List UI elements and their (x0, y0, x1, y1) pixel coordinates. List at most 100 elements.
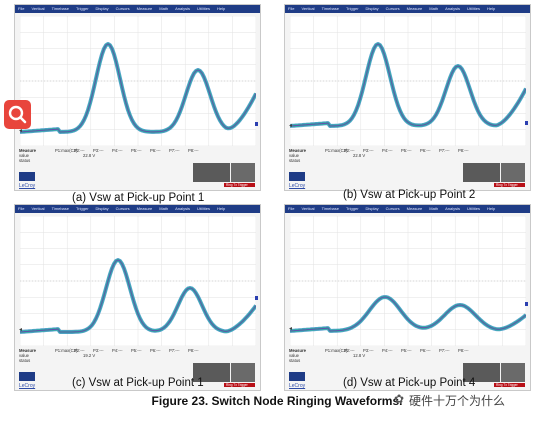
menu-item[interactable]: Help (486, 6, 496, 11)
parameter-slot: P8:--- (188, 148, 199, 153)
menu-item[interactable]: Help (486, 206, 496, 211)
parameter-slot: P6:--- (150, 348, 161, 353)
scope-menubar: File Vertical Timebase Trigger Display Cursor… (15, 205, 260, 213)
parameter-slot: P3:--- (363, 348, 374, 353)
trigger-box (231, 363, 255, 382)
waveform-plot (20, 16, 256, 146)
menu-item[interactable]: Analysis (175, 6, 191, 11)
parameter-slot: P3:--- (363, 148, 374, 153)
parameter-slot: P8:--- (458, 348, 469, 353)
parameter-slot: P6:--- (420, 148, 431, 153)
menu-item[interactable]: File (288, 206, 295, 211)
menu-item[interactable]: Cursors (385, 6, 400, 11)
menu-item[interactable]: Utilities (197, 6, 210, 11)
menu-item[interactable]: Cursors (115, 6, 130, 11)
measure-value: 22.8 V (83, 153, 96, 158)
measure-row-labels: value status (19, 153, 31, 164)
menu-item[interactable]: Measure (136, 206, 153, 211)
caption-b: (b) Vsw at Pick-up Point 2 (343, 189, 476, 201)
menu-item[interactable]: Vertical (301, 206, 315, 211)
menu-item[interactable]: Timebase (321, 206, 339, 211)
menu-item[interactable]: Display (95, 206, 109, 211)
menu-item[interactable]: Help (216, 6, 226, 11)
menu-item[interactable]: Trigger (76, 6, 89, 11)
caption-d: (d) Vsw at Pick-up Point 4 (343, 377, 476, 389)
menu-item[interactable]: Help (216, 206, 226, 211)
menu-item[interactable]: File (288, 6, 295, 11)
menu-item[interactable]: Display (365, 6, 379, 11)
channel-marker: ◂ (289, 326, 293, 332)
scope-menubar: File Vertical Timebase Trigger Display Cursor… (15, 5, 260, 13)
menu-item[interactable]: Math (429, 6, 439, 11)
parameter-slot: P3:--- (93, 348, 104, 353)
scope-screenshot-c: File Vertical Timebase Trigger Display Cursor… (14, 204, 261, 391)
parameter-slot: P5:--- (401, 348, 412, 353)
channel-settings-box (19, 372, 35, 381)
parameter-slot: P2:--- (74, 148, 85, 153)
scope-bottom-panel: Measure P1:max(C3)P2:--- P3:--- P4:--- P5:--… (285, 148, 530, 190)
menu-item[interactable]: Measure (406, 206, 423, 211)
menu-item[interactable]: Utilities (467, 6, 480, 11)
menu-item[interactable]: Analysis (445, 206, 461, 211)
menu-item[interactable]: Utilities (197, 206, 210, 211)
scope-grid: ◂ (19, 216, 258, 346)
scope-screenshot-b: File Vertical Timebase Trigger Display Cursor… (284, 4, 531, 191)
parameter-slot: P5:--- (401, 148, 412, 153)
waveform-plot (290, 16, 526, 146)
menu-item[interactable]: Utilities (467, 206, 480, 211)
lecroy-logo: LeCroy (289, 183, 306, 189)
menu-item[interactable]: Display (365, 206, 379, 211)
menu-item[interactable]: Vertical (31, 206, 45, 211)
waveform-trace (20, 259, 256, 333)
menu-item[interactable]: File (18, 206, 25, 211)
parameter-slot: P5:--- (131, 348, 142, 353)
channel-marker: ◂ (19, 327, 23, 333)
search-icon[interactable] (4, 100, 31, 129)
trigger-tag: Ring Tx Trigger (494, 383, 525, 387)
measure-row-label: value (19, 353, 30, 358)
waveform-trace (290, 296, 526, 332)
menu-item[interactable]: Cursors (115, 206, 130, 211)
menu-item[interactable]: Trigger (346, 6, 359, 11)
menu-item[interactable]: Measure (406, 6, 423, 11)
menu-item[interactable]: Timebase (321, 6, 339, 11)
menu-item[interactable]: Math (159, 6, 169, 11)
timebase-box (463, 163, 500, 182)
parameter-header-row: Measure P1:max(C3)P2:--- P3:--- P4:--- P5:--… (289, 148, 477, 153)
parameter-header-row: Measure P1:max(C3)P2:--- P3:--- P4:--- P5:--… (289, 348, 477, 353)
menu-item[interactable]: Math (159, 206, 169, 211)
parameter-slot: P1:max(C3) (325, 348, 348, 353)
menu-item[interactable]: Timebase (51, 6, 69, 11)
menu-item[interactable]: Vertical (31, 6, 45, 11)
lecroy-logo: LeCroy (19, 183, 36, 189)
parameter-slot: P7:--- (169, 348, 180, 353)
parameter-slot: P7:--- (439, 348, 450, 353)
measure-row-labels: value status (19, 353, 30, 364)
scope-screenshot-a: File Vertical Timebase Trigger Display Cursor… (14, 4, 261, 191)
measure-row-label: status (19, 157, 31, 163)
measure-label: Measure (19, 348, 36, 353)
trigger-level-marker (255, 122, 258, 126)
menu-item[interactable]: Math (429, 206, 439, 211)
menu-item[interactable]: Trigger (76, 206, 89, 211)
menu-item[interactable]: Timebase (51, 206, 69, 211)
menu-item[interactable]: Measure (136, 6, 153, 11)
menu-item[interactable]: Trigger (346, 206, 359, 211)
channel-marker: ◂ (19, 128, 23, 134)
trigger-tag: Ring Tx Trigger (224, 183, 255, 187)
menu-item[interactable]: Analysis (445, 6, 461, 11)
trigger-box (501, 163, 525, 182)
parameter-slot: P8:--- (188, 348, 199, 353)
parameter-slot: P5:--- (131, 148, 142, 153)
lecroy-logo: LeCroy (19, 383, 36, 389)
menu-item[interactable]: File (18, 6, 25, 11)
menu-item[interactable]: Cursors (385, 206, 400, 211)
scope-bottom-panel: Measure P1:max(C3)P2:--- P3:--- P4:--- P5:--… (15, 348, 260, 390)
timebase-box (193, 163, 230, 182)
parameter-slot: P7:--- (439, 148, 450, 153)
parameter-slot: P7:--- (169, 148, 180, 153)
menu-item[interactable]: Vertical (301, 6, 315, 11)
menu-item[interactable]: Analysis (175, 206, 191, 211)
menu-item[interactable]: Display (95, 6, 109, 11)
parameter-slot: P1:max(C3) (55, 148, 78, 153)
